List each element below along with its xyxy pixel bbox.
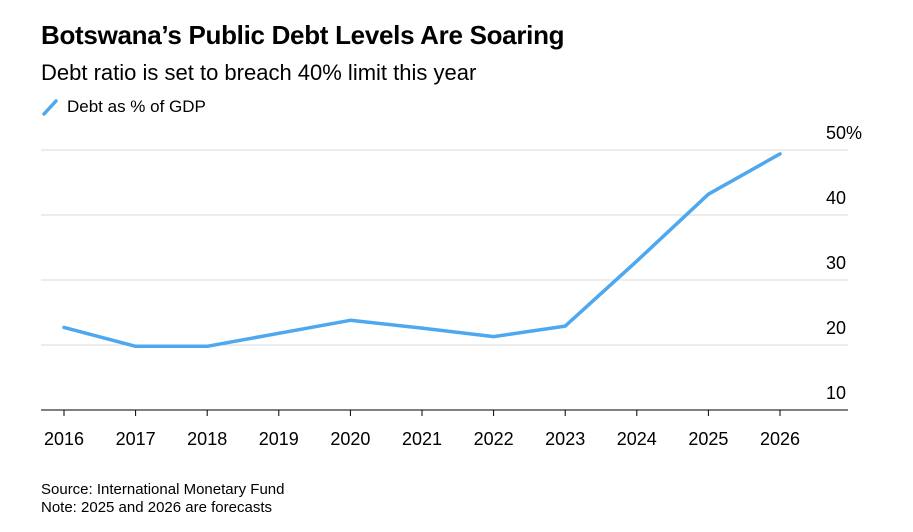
x-tick-label: 2022 (474, 429, 514, 449)
source-note: Source: International Monetary Fund (41, 481, 285, 498)
y-tick-label: 40 (826, 188, 846, 208)
forecast-note: Note: 2025 and 2026 are forecasts (41, 499, 272, 516)
legend-label: Debt as % of GDP (67, 97, 206, 116)
x-tick-label: 2017 (116, 429, 156, 449)
series-line-debt-gdp (62, 152, 782, 349)
y-tick-label: 50% (826, 123, 862, 143)
x-tick-label: 2016 (44, 429, 84, 449)
data-point-2025 (706, 192, 710, 196)
legend-swatch (42, 99, 58, 116)
y-axis: 10 20 30 40 50% (826, 123, 862, 403)
data-point-2021 (420, 326, 424, 330)
data-point-2022 (492, 335, 496, 339)
data-point-2019 (277, 331, 281, 335)
legend-line-icon (42, 99, 58, 116)
data-point-2017 (134, 344, 138, 348)
data-point-2016 (62, 325, 66, 329)
chart-subtitle: Debt ratio is set to breach 40% limit th… (41, 60, 477, 85)
x-tick-label: 2023 (545, 429, 585, 449)
x-axis (41, 409, 848, 416)
legend: Debt as % of GDP (41, 97, 206, 117)
y-tick-label: 30 (826, 253, 846, 273)
data-point-2023 (563, 324, 567, 328)
y-tick-label: 20 (826, 318, 846, 338)
x-tick-label: 2020 (330, 429, 370, 449)
gridlines (41, 149, 848, 346)
chart-footer: Source: International Monetary Fund Note… (41, 481, 284, 517)
series-layer (62, 152, 782, 349)
x-tick-label: 2025 (688, 429, 728, 449)
data-point-2024 (635, 259, 639, 263)
x-tick-label: 2018 (187, 429, 227, 449)
data-point-2020 (348, 318, 352, 322)
x-tick-label: 2026 (760, 429, 800, 449)
x-tick-label: 2024 (617, 429, 657, 449)
line-chart: 10 20 30 40 50% 2016 2017 2018 2019 2020 2021 2022… (41, 123, 862, 449)
y-tick-label: 10 (826, 383, 846, 403)
x-tick-label: 2019 (259, 429, 299, 449)
x-tick-label: 2021 (402, 429, 442, 449)
chart-title: Botswana’s Public Debt Levels Are Soarin… (41, 20, 565, 50)
x-tick-labels: 2016 2017 2018 2019 2020 2021 2022 2023 2024 2025… (44, 429, 800, 449)
data-point-2018 (205, 344, 209, 348)
data-point-2026 (778, 152, 782, 156)
